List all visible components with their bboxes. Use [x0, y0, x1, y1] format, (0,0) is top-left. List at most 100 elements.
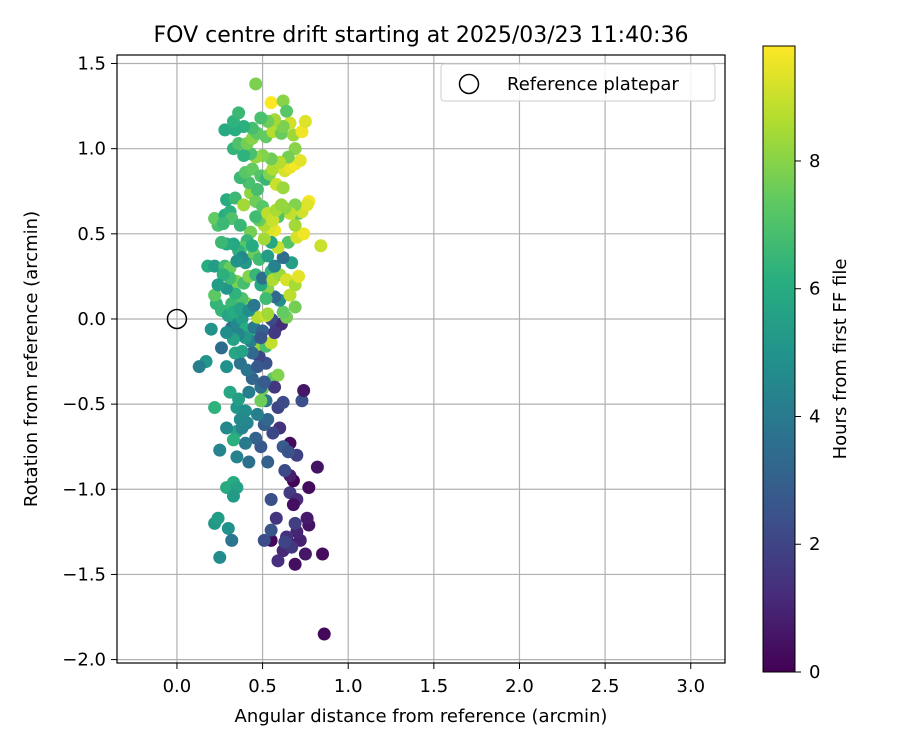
data-point [208, 288, 222, 302]
data-point [261, 307, 275, 321]
colorbar-tick-label: 8 [809, 151, 820, 172]
data-point [235, 344, 249, 358]
data-point [288, 557, 302, 571]
data-point [264, 493, 278, 507]
data-point [242, 455, 256, 469]
data-point [297, 384, 311, 398]
data-point [249, 431, 263, 445]
data-point [238, 436, 252, 450]
data-point [220, 326, 234, 340]
data-point [283, 288, 297, 302]
plot-frame [116, 54, 726, 664]
data-point [298, 547, 312, 561]
data-point [259, 292, 273, 306]
data-point [233, 412, 247, 426]
data-point [245, 346, 259, 360]
data-point [230, 450, 244, 464]
data-point [288, 300, 302, 314]
data-point [213, 443, 227, 457]
y-tick-label: −0.5 [62, 394, 106, 415]
data-point [276, 181, 290, 195]
colorbar-tick-label: 6 [809, 279, 820, 300]
x-axis-label: Angular distance from reference (arcmin) [235, 706, 608, 727]
data-point [281, 445, 295, 459]
data-point [268, 326, 282, 340]
data-point [247, 298, 261, 312]
data-point [211, 511, 225, 525]
data-point [204, 322, 218, 336]
data-point [310, 460, 324, 474]
data-point [226, 489, 240, 503]
y-tick-label: −2.0 [62, 650, 106, 671]
y-axis-ticks: −2.0 −1.5 −1.0 −0.5 0.0 0.5 1.0 1.5 [62, 54, 117, 671]
data-point [292, 269, 306, 283]
data-point [276, 94, 290, 108]
data-point [257, 533, 271, 547]
data-point [218, 123, 232, 137]
data-point [240, 363, 254, 377]
data-point [261, 455, 275, 469]
data-point [192, 360, 206, 374]
data-point [286, 498, 300, 512]
data-point [298, 114, 312, 128]
data-point [264, 523, 278, 537]
reference-platepar-marker [166, 308, 188, 330]
y-tick-label: −1.0 [62, 479, 106, 500]
data-point [278, 464, 292, 478]
data-point [314, 239, 328, 253]
data-point [266, 426, 280, 440]
data-point [254, 111, 268, 125]
data-point [271, 554, 285, 568]
data-point [268, 380, 282, 394]
x-tick-label: 2.0 [505, 676, 534, 697]
legend-entry-label: Reference platepar [507, 74, 679, 95]
data-point [226, 433, 240, 447]
data-point [288, 218, 302, 232]
y-axis-label: Rotation from reference (arcmin) [21, 211, 42, 507]
data-point [254, 331, 268, 345]
colorbar-gradient [762, 45, 796, 673]
data-point [293, 154, 307, 168]
data-point [276, 395, 290, 409]
colorbar-tick-label: 0 [809, 662, 820, 683]
data-point [276, 305, 290, 319]
data-point [297, 227, 311, 241]
x-axis-ticks: 0.0 0.5 1.0 1.5 2.0 2.5 3.0 [163, 663, 705, 697]
y-tick-label: 0.5 [77, 224, 106, 245]
data-point [214, 235, 228, 249]
data-point [213, 550, 227, 564]
y-tick-label: −1.5 [62, 564, 106, 585]
data-point [257, 375, 271, 389]
data-point [225, 533, 239, 547]
y-tick-label: 1.0 [77, 139, 106, 160]
data-point [250, 407, 264, 421]
data-point [237, 198, 251, 212]
data-point [288, 516, 302, 530]
data-point [250, 360, 264, 374]
data-point [242, 385, 256, 399]
data-point [208, 401, 222, 415]
data-point [211, 278, 225, 292]
data-point [264, 336, 278, 350]
data-point [278, 535, 292, 549]
colorbar-ticks: 0 2 4 6 8 [795, 151, 820, 683]
data-point [220, 360, 234, 374]
data-point [269, 511, 283, 525]
data-point [216, 268, 230, 282]
x-tick-label: 1.5 [420, 676, 449, 697]
data-point [300, 511, 314, 525]
data-point [220, 421, 234, 435]
data-point [208, 259, 222, 273]
data-point [232, 392, 246, 406]
colorbar-tick-label: 4 [809, 406, 820, 427]
x-tick-label: 2.5 [591, 676, 620, 697]
y-tick-label: 0.0 [77, 309, 106, 330]
data-point [216, 217, 230, 231]
data-point [261, 412, 275, 426]
data-point [317, 627, 331, 641]
data-point [316, 547, 330, 561]
data-point [280, 104, 294, 118]
data-point [233, 218, 247, 232]
data-point [249, 77, 263, 91]
